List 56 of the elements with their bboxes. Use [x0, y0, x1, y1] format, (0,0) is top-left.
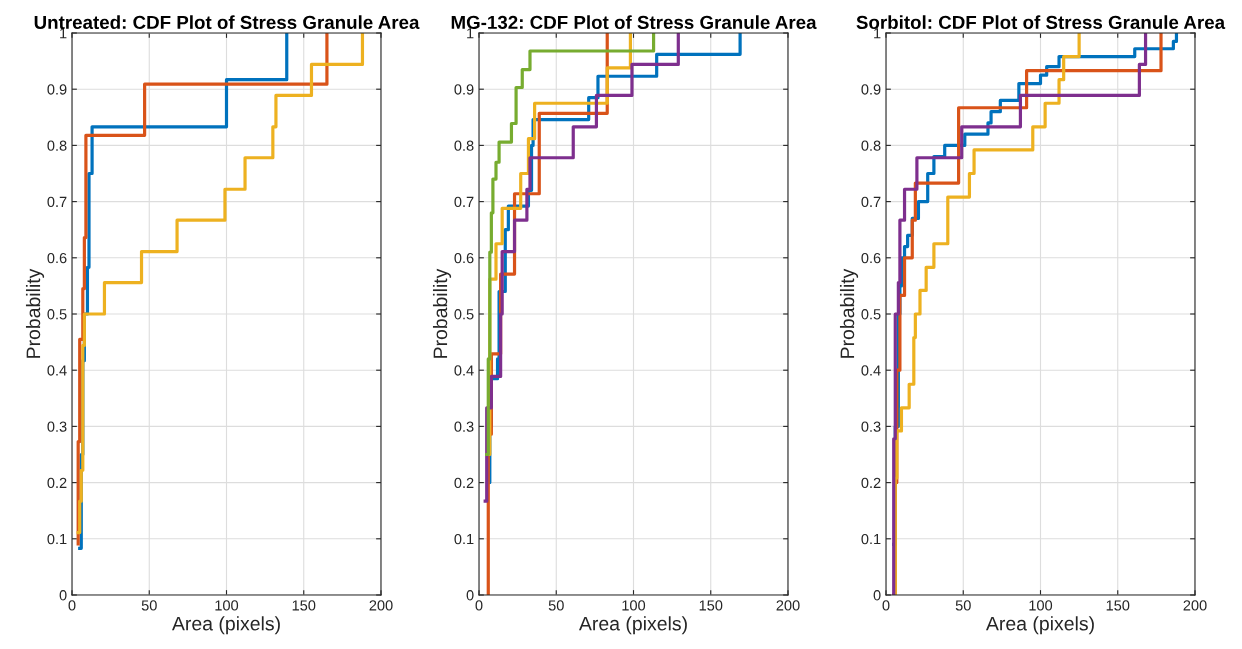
x-axis-title: Area (pixels)	[171, 616, 280, 635]
y-tick-label: 0.2	[454, 477, 474, 489]
y-tick-label: 0	[466, 590, 474, 601]
y-tick-label: 0.8	[454, 140, 474, 151]
x-tick-label: 50	[141, 600, 157, 611]
y-tick-label: 0.8	[47, 140, 67, 151]
y-tick-label: 0.5	[454, 309, 474, 320]
y-tick-label: 1	[874, 28, 881, 39]
x-tick-label: 0	[882, 600, 890, 611]
y-tick-label: 0	[59, 590, 67, 601]
x-tick-label: 0	[475, 600, 483, 611]
x-tick-label: 100	[1029, 600, 1053, 611]
x-axis-title: Area (pixels)	[985, 616, 1094, 635]
y-tick-label: 0.2	[47, 477, 67, 489]
y-axis-title: Probability	[432, 268, 452, 358]
y-tick-label: 0.1	[454, 533, 474, 545]
y-tick-label: 0.6	[47, 252, 67, 264]
y-tick-label: 0.4	[454, 365, 474, 376]
x-tick-label: 150	[292, 600, 316, 611]
y-axis-title: Probability	[839, 268, 859, 358]
y-tick-label: 0.2	[861, 477, 881, 489]
x-tick-label: 200	[776, 600, 800, 611]
y-tick-label: 0.1	[47, 533, 67, 545]
x-tick-label: 100	[622, 600, 646, 611]
y-tick-label: 0.9	[454, 84, 474, 95]
y-tick-label: 0.5	[861, 309, 881, 320]
x-tick-label: 100	[215, 600, 239, 611]
chart-title: Sorbitol: CDF Plot of Stress Granule Area	[856, 15, 1226, 30]
chart-title: Untreated: CDF Plot of Stress Granule Area	[34, 15, 420, 30]
y-tick-label: 0.5	[47, 309, 67, 320]
x-axis-title: Area (pixels)	[578, 616, 687, 635]
x-tick-label: 150	[1106, 600, 1130, 611]
y-tick-label: 0.6	[454, 252, 474, 264]
x-tick-label: 50	[548, 600, 564, 611]
y-tick-label: 0.1	[861, 533, 881, 545]
y-tick-label: 0.3	[454, 421, 474, 432]
x-tick-label: 0	[68, 600, 76, 611]
y-tick-label: 0.9	[47, 84, 67, 95]
y-tick-label: 0.4	[47, 365, 67, 376]
y-axis-title: Probability	[25, 268, 45, 358]
chart-title: MG-132: CDF Plot of Stress Granule Area	[451, 15, 817, 30]
y-tick-label: 0.7	[47, 196, 67, 208]
x-tick-label: 50	[955, 600, 971, 611]
y-tick-label: 0.6	[861, 252, 881, 264]
y-tick-label: 0.4	[861, 365, 881, 376]
y-tick-label: 0.8	[861, 140, 881, 151]
x-tick-label: 150	[699, 600, 723, 611]
x-tick-label: 200	[369, 600, 393, 611]
y-tick-label: 1	[467, 28, 474, 39]
y-tick-label: 0.3	[47, 421, 67, 432]
y-tick-label: 0.9	[861, 84, 881, 95]
y-tick-label: 0	[873, 590, 881, 601]
y-tick-label: 0.7	[454, 196, 474, 208]
y-tick-label: 0.7	[861, 196, 881, 208]
x-tick-label: 200	[1183, 600, 1207, 611]
y-tick-label: 0.3	[861, 421, 881, 432]
